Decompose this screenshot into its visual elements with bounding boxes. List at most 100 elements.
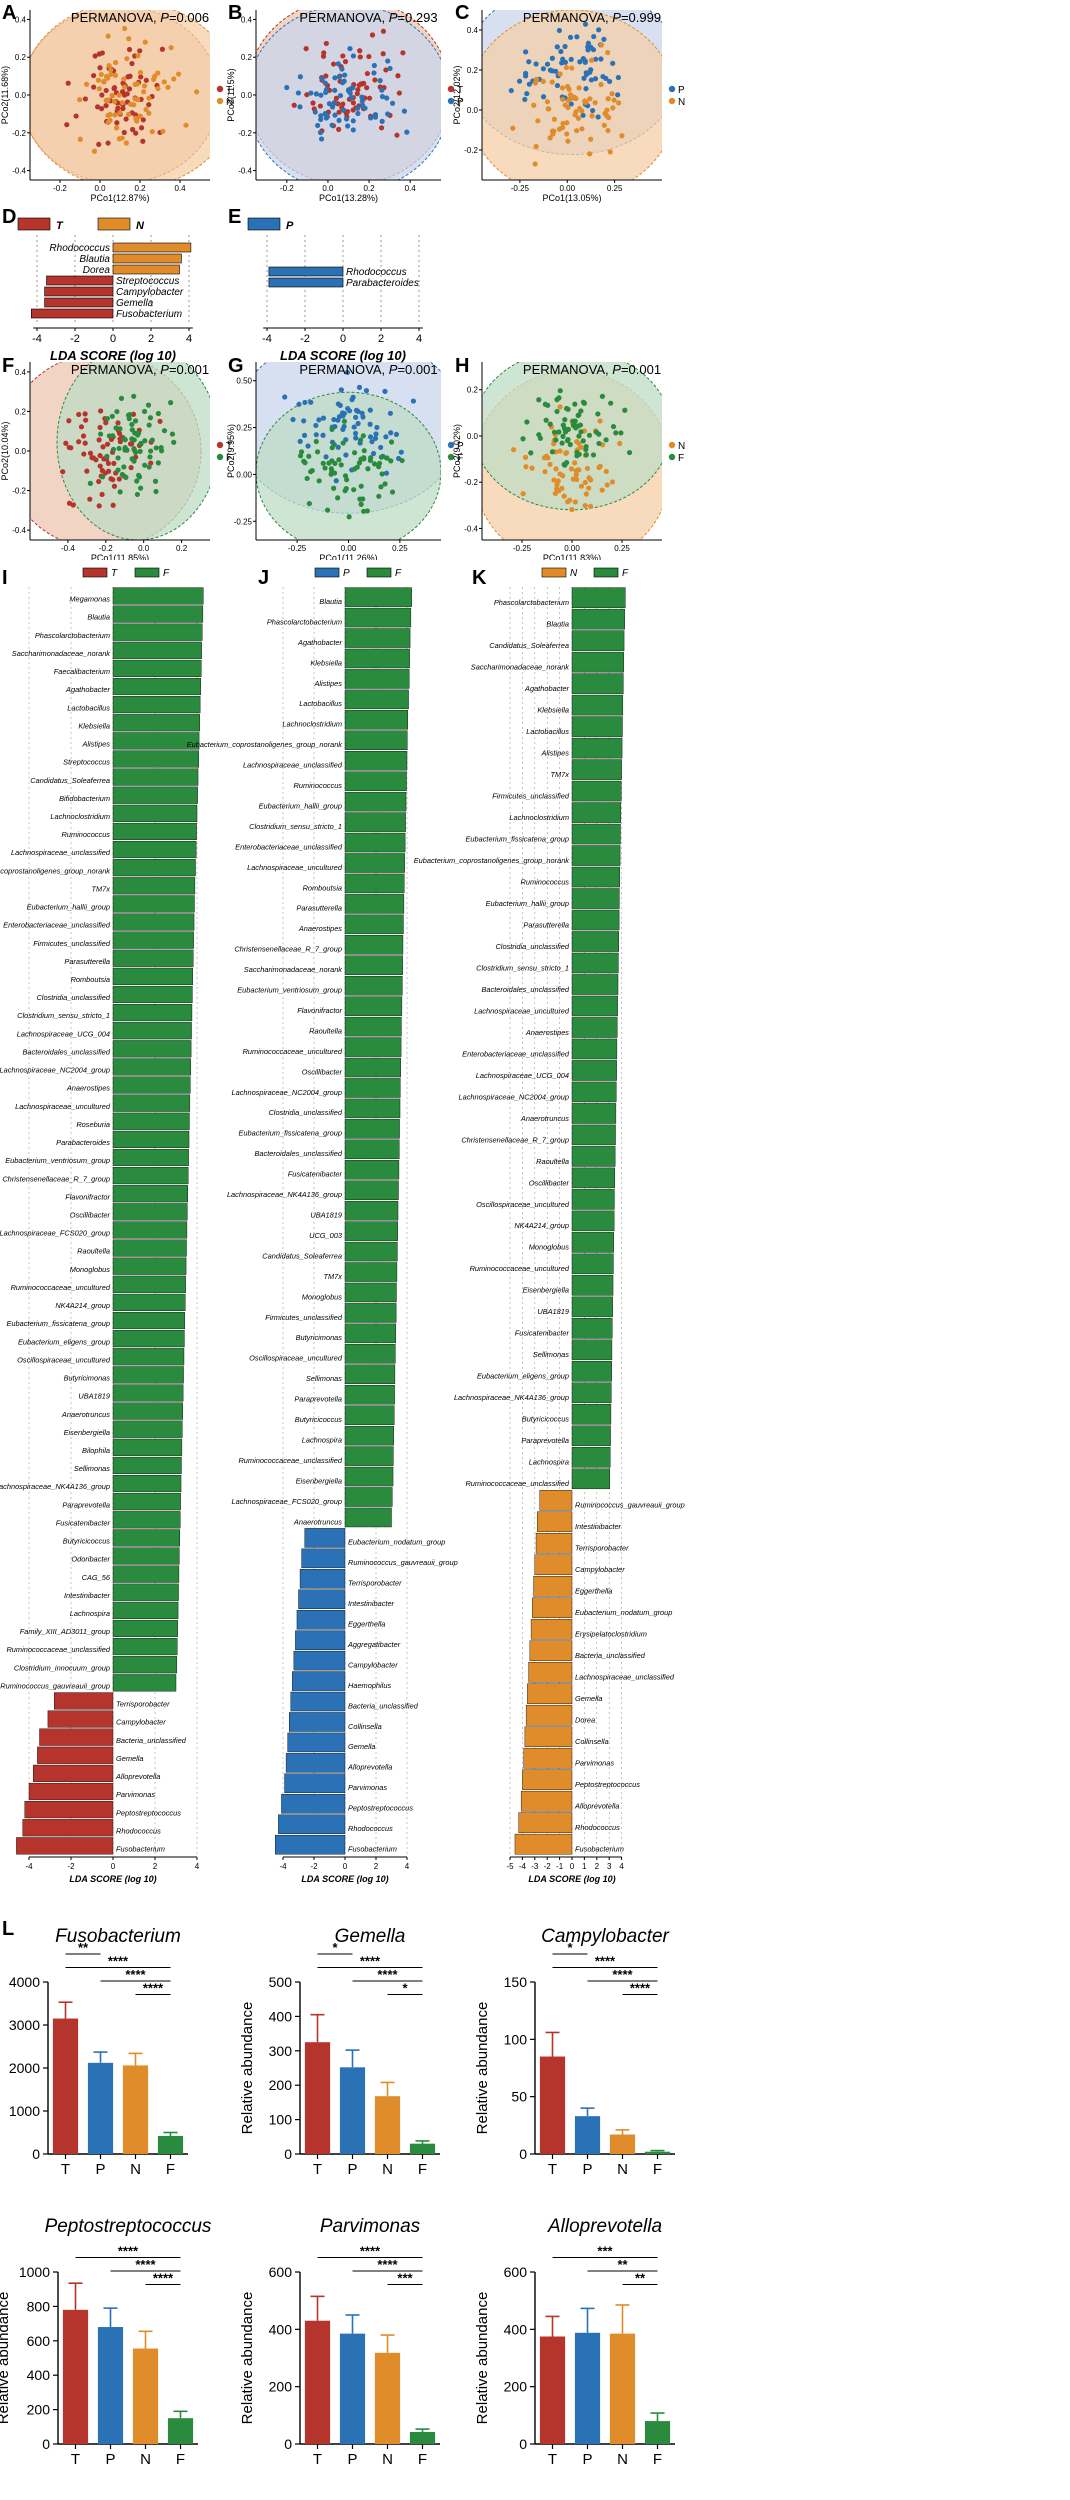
significance-label: **** [630,1981,651,1996]
lefse-bar-label: Lachnospiraceae_FCS020_group [0,1229,110,1238]
point-N [171,76,177,82]
point-P [524,91,530,97]
point-F [335,495,341,501]
point-P [343,452,349,458]
point-P [580,55,586,62]
lefse-bar-label: Butyricicoccus [63,1537,111,1546]
lefse-bar-label: Ruminococcaceae_uncultured [11,1283,111,1292]
point-F [87,480,93,486]
lefse-bar-F [112,804,198,822]
point-N [161,79,167,85]
point-T [333,95,340,101]
lefse-bar-label: Lachnospiraceae_unclassified [243,761,343,770]
point-N [109,92,116,99]
y-tick-label: 400 [269,2008,293,2024]
point-F [576,412,582,418]
bar-F [409,2431,436,2444]
lefse-bar-label: Ruminococcaceae_unclassified [6,1645,110,1654]
point-P [332,87,338,93]
point-N [597,418,603,424]
point-N [561,493,567,499]
legend-marker-T [447,85,455,93]
lefse-bar-label: Clostridia_unclassified [495,942,569,951]
bar-T [539,2056,566,2154]
x-tick-label: -4 [519,1862,527,1871]
lefse-bar-label: Parvimonas [348,1783,387,1792]
y-tick-label: 0.2 [15,407,27,416]
point-P [350,127,356,133]
point-T [110,502,116,508]
point-T [133,130,139,136]
bar-P [339,2333,366,2444]
y-tick-label: 0.25 [236,424,252,433]
lefse-bar-label: Anaerotruncus [61,1410,110,1419]
point-T [66,418,72,424]
point-N [142,39,148,45]
point-T [380,51,386,57]
lda-bar-label: Blautia [79,254,110,265]
bar-panel-title: Parvimonas [320,2216,421,2237]
point-N [121,76,127,82]
point-N [134,81,141,87]
lefse-bar-P [292,1671,346,1691]
point-T [143,77,149,83]
point-T [82,411,88,417]
lefse-bar-F [571,694,624,716]
lefse-bar-label: Oscillospiraceae_uncultured [17,1355,111,1364]
lefse-bar-F [344,873,405,894]
y-tick-label: 500 [269,1974,293,1990]
bar-T [304,2042,331,2154]
point-T [83,417,89,423]
lefse-bar-F [571,888,620,909]
point-N [570,476,576,482]
lefse-bar-F [112,913,195,931]
point-N [155,85,161,92]
lefse-bar-label: Anaerostipes [525,1028,569,1037]
lefse-bar-F [112,1203,188,1221]
point-P [349,397,355,403]
lefse-bar-F [344,1385,395,1405]
lefse-bar-F [112,1565,180,1583]
y-axis-label: Relative abundance [239,2002,256,2135]
point-P [340,426,346,432]
point-T [130,126,136,133]
y-tick-label: -0.4 [238,167,252,176]
point-F [578,408,584,414]
point-N [522,454,529,460]
point-P [553,68,559,74]
point-T [84,468,90,474]
lefse-bar-P [275,1834,346,1855]
point-P [296,401,302,407]
significance-label: **** [377,2257,398,2272]
lefse-bar-label: Monoglobus [302,1292,343,1301]
point-F [382,481,388,487]
lefse-bar-label: Clostridium_sensu_stricto_1 [17,1011,110,1020]
x-tick-label: P [105,2451,115,2468]
lefse-bar-label: Peptostreptococcus [116,1808,181,1817]
point-T [68,445,74,451]
y-axis-label: Relative abundance [0,2292,12,2425]
x-tick-label: T [313,2161,322,2178]
lefse-bar-F [112,967,194,985]
point-F [110,446,117,453]
lefse-bar-label: Agathobacter [524,684,570,693]
lefse-bar-label: Firmicutes_unclassified [33,939,111,948]
point-F [115,467,121,473]
point-F [155,460,161,466]
lefse-bar-label: Eubacterium_fissicatena_group [465,834,569,843]
point-P [615,92,621,98]
point-N [135,53,141,59]
point-P [295,90,302,96]
lefse-bar-F [571,737,623,759]
lefse-bar-label: Eubacterium_coprostanoligenes_group_nora… [187,740,343,749]
point-T [157,418,163,424]
point-P [297,438,303,444]
lefse-bar-label: Klebsiella [310,658,342,667]
x-axis-label: LDA SCORE (log 10) [69,1874,156,1884]
point-P [580,112,586,118]
point-P [313,432,319,438]
point-P [378,444,384,451]
lefse-bar-label: Blautia [546,619,569,628]
lefse-bar-label: Roseburia [76,1120,110,1129]
point-F [313,438,319,445]
